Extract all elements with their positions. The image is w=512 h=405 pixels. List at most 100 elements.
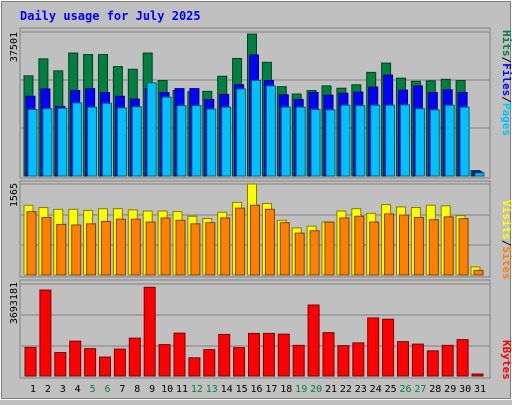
bar-sites-23 xyxy=(354,215,365,276)
bar-pages-26 xyxy=(400,104,410,177)
x-tick-label-30: 30 xyxy=(459,384,471,395)
bar-kbytes-26 xyxy=(397,341,409,377)
bar-kbytes-19 xyxy=(292,344,305,377)
bar-pages-21 xyxy=(325,109,336,177)
bar-pages-6 xyxy=(102,102,112,177)
legend-visits: Visits xyxy=(500,200,512,240)
legend-bottom: KBytes xyxy=(500,340,512,380)
legend-files: Files xyxy=(500,63,512,96)
bar-sites-14 xyxy=(220,217,231,276)
x-tick-label-7: 7 xyxy=(119,384,125,395)
x-tick-label-8: 8 xyxy=(134,384,140,395)
bar-sites-24 xyxy=(369,221,380,276)
bar-sites-29 xyxy=(443,216,454,276)
bar-pages-16 xyxy=(251,79,261,177)
x-tick-label-26: 26 xyxy=(399,384,411,395)
bar-kbytes-11 xyxy=(173,332,186,377)
legend-pages: Pages xyxy=(500,103,512,136)
bar-sites-22 xyxy=(339,217,350,276)
bar-pages-23 xyxy=(355,105,366,177)
bar-pages-29 xyxy=(444,104,455,177)
bar-sites-5 xyxy=(86,223,97,276)
bar-sites-12 xyxy=(190,223,201,276)
x-tick-label-31: 31 xyxy=(474,384,486,395)
bar-pages-8 xyxy=(131,106,142,177)
bar-sites-8 xyxy=(130,218,141,276)
legend-sites: Sites xyxy=(500,246,512,279)
bar-pages-5 xyxy=(87,106,98,177)
bar-kbytes-18 xyxy=(277,333,290,377)
bar-kbytes-22 xyxy=(337,345,350,377)
bar-sites-27 xyxy=(413,216,424,276)
x-tick-label-21: 21 xyxy=(325,384,337,395)
bar-sites-28 xyxy=(428,219,439,276)
bar-kbytes-16 xyxy=(248,332,260,377)
x-tick-label-11: 11 xyxy=(176,384,188,395)
x-tick-label-14: 14 xyxy=(221,384,233,395)
bar-pages-7 xyxy=(116,107,127,177)
bar-sites-9 xyxy=(145,221,156,276)
bar-sites-11 xyxy=(175,219,186,276)
x-tick-label-13: 13 xyxy=(206,384,218,395)
bar-sites-30 xyxy=(458,218,469,276)
bar-sites-31 xyxy=(473,269,484,276)
bottom-max-label: 3693181 xyxy=(9,282,20,324)
middle-max-label: 1565 xyxy=(9,183,20,207)
x-tick-label-24: 24 xyxy=(370,384,382,395)
bar-sites-18 xyxy=(279,222,290,276)
bar-kbytes-7 xyxy=(113,348,126,377)
top-max-label: 37501 xyxy=(9,32,20,62)
bar-sites-2 xyxy=(41,216,52,276)
panel-middle-bars xyxy=(23,183,484,276)
bar-kbytes-2 xyxy=(39,289,52,377)
bar-kbytes-14 xyxy=(218,333,231,377)
bar-pages-25 xyxy=(385,104,396,177)
bar-kbytes-28 xyxy=(426,350,439,377)
bar-pages-18 xyxy=(280,106,291,177)
bar-kbytes-3 xyxy=(54,352,67,377)
bar-sites-6 xyxy=(101,221,111,276)
bar-kbytes-10 xyxy=(158,344,171,377)
bar-sites-19 xyxy=(294,232,305,276)
frame-border-dark xyxy=(1,1,511,399)
bar-kbytes-24 xyxy=(367,317,380,377)
x-tick-label-10: 10 xyxy=(161,384,173,395)
bar-pages-12 xyxy=(191,105,202,177)
bar-kbytes-17 xyxy=(262,332,275,377)
bar-pages-28 xyxy=(429,109,440,177)
x-tick-label-12: 12 xyxy=(191,384,203,395)
x-tick-label-28: 28 xyxy=(429,384,441,395)
bar-sites-20 xyxy=(309,230,320,276)
legend-sep-1: / xyxy=(500,57,512,64)
legend-sep-2: / xyxy=(500,96,512,103)
bar-sites-4 xyxy=(71,224,82,276)
bar-pages-2 xyxy=(42,108,53,177)
legend-middle: Visits/Sites xyxy=(500,200,512,280)
x-tick-label-16: 16 xyxy=(250,384,262,395)
bar-pages-30 xyxy=(459,106,470,177)
x-tick-label-2: 2 xyxy=(45,384,51,395)
bar-pages-27 xyxy=(414,108,425,177)
x-tick-label-5: 5 xyxy=(90,384,96,395)
bar-kbytes-27 xyxy=(411,343,424,377)
x-tick-label-29: 29 xyxy=(444,384,456,395)
x-tick-label-17: 17 xyxy=(265,384,277,395)
bar-kbytes-8 xyxy=(128,337,141,377)
x-tick-label-23: 23 xyxy=(355,384,367,395)
bar-sites-26 xyxy=(399,214,409,276)
x-axis-labels: 1 2 3 4 5 6 7 8 9 10 11 12 13 14 15 16 17 18 19 20 21 22 23 24 2… xyxy=(30,384,486,395)
bar-kbytes-23 xyxy=(352,342,365,377)
panel-top-bars xyxy=(23,33,485,177)
bar-pages-20 xyxy=(310,108,321,177)
bar-pages-24 xyxy=(370,104,381,177)
bar-sites-17 xyxy=(264,208,275,276)
bar-kbytes-9 xyxy=(143,286,156,377)
x-tick-label-9: 9 xyxy=(149,384,155,395)
bar-kbytes-29 xyxy=(441,344,454,377)
bar-pages-3 xyxy=(57,107,68,177)
chart-title: Daily usage for July 2025 xyxy=(20,9,201,23)
x-tick-label-18: 18 xyxy=(280,384,292,395)
bar-pages-11 xyxy=(176,105,187,177)
bar-pages-4 xyxy=(72,102,83,177)
